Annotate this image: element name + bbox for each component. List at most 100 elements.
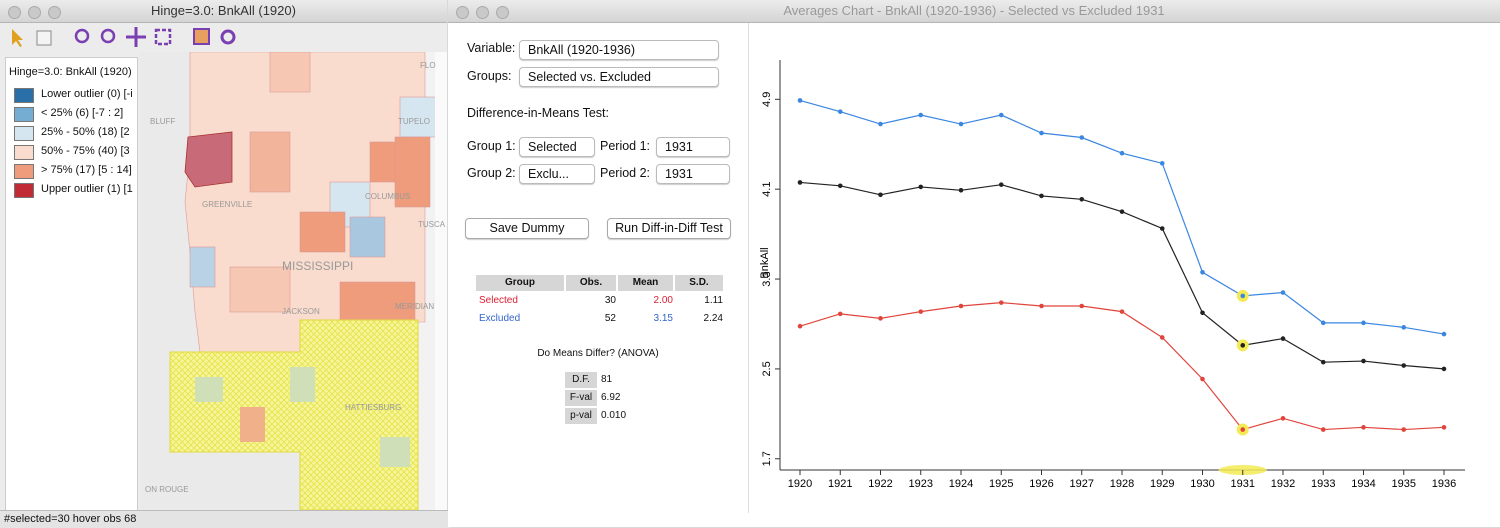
status-bar: #selected=30 hover obs 68 — [0, 510, 451, 528]
table-header: Group — [476, 275, 564, 291]
x-tick-label: 1926 — [1029, 478, 1053, 490]
point — [1159, 161, 1165, 166]
anova-value: 81 — [601, 374, 613, 385]
point — [958, 303, 964, 309]
x-tick-label: 1932 — [1271, 478, 1295, 490]
anova-title: Do Means Differ? (ANOVA) — [537, 348, 659, 359]
refresh-tool[interactable] — [220, 29, 236, 45]
label: Groups: — [467, 69, 512, 83]
minimize-button[interactable] — [476, 6, 489, 19]
point — [1441, 331, 1447, 337]
point — [1119, 309, 1125, 314]
table-cell: Selected — [479, 295, 518, 306]
y-tick-label: 2.5 — [761, 361, 773, 376]
point — [878, 192, 883, 198]
chart: 1.7 2.5 3.3 4.1 4.9 1920 1921 1922 1923 1924 1925 1… — [759, 60, 1465, 490]
close-button[interactable] — [8, 6, 21, 19]
run-button[interactable]: Run Diff-in-Diff Test — [607, 218, 731, 239]
y-tick-label: 4.9 — [761, 92, 773, 107]
point — [1039, 303, 1044, 309]
point — [1361, 425, 1366, 430]
minimize-button[interactable] — [28, 6, 41, 19]
period1-dropdown[interactable]: 1931 — [656, 137, 730, 157]
point — [1320, 427, 1326, 432]
point — [1361, 320, 1366, 326]
legend-title: Hinge=3.0: BnkAll (1920) — [9, 66, 132, 78]
point — [1200, 310, 1205, 316]
point — [1159, 226, 1165, 231]
anova-label: D.F. — [565, 372, 597, 388]
map-label: GREENVILLE — [202, 200, 252, 209]
point — [958, 121, 964, 127]
label: Period 2: — [600, 166, 651, 180]
point — [1361, 358, 1366, 364]
groups-dropdown[interactable]: Selected vs. Excluded — [519, 67, 719, 87]
legend-label: 50% - 75% (40) [3 — [41, 145, 130, 157]
label: Group 1: — [467, 139, 516, 153]
point — [1119, 209, 1125, 214]
select-rect-tool[interactable] — [36, 30, 52, 46]
legend-label: 25% - 50% (18) [2 — [41, 126, 130, 138]
select-tool[interactable] — [12, 29, 23, 47]
point — [1240, 427, 1246, 432]
point — [878, 121, 883, 127]
map-window: Hinge=3.0: BnkAll (1920) Hinge=3.0: BnkA… — [0, 0, 451, 528]
zoom-out-tool[interactable] — [100, 28, 116, 44]
averages-window: Averages Chart - BnkAll (1920-1936) - Se… — [448, 0, 1500, 527]
y-tick-label: 4.1 — [761, 182, 773, 197]
zoom-in-tool[interactable] — [74, 28, 90, 44]
anova-value: 6.92 — [601, 392, 621, 403]
point — [1240, 293, 1246, 299]
point — [1320, 320, 1326, 326]
point — [1320, 359, 1326, 365]
point — [1401, 427, 1407, 432]
save-dummy-button[interactable]: Save Dummy — [465, 218, 589, 239]
x-tick-label: 1930 — [1190, 478, 1214, 490]
window-title: Averages Chart - BnkAll (1920-1936) - Se… — [783, 3, 1165, 18]
point — [878, 316, 883, 321]
point — [918, 112, 924, 118]
y-tick-label: 1.7 — [761, 451, 773, 466]
legend-swatch — [14, 145, 34, 160]
series-line — [799, 99, 1445, 335]
map-label: JACKSON — [282, 307, 320, 316]
variable-dropdown[interactable]: BnkAll (1920-1936) — [519, 40, 719, 60]
point — [1119, 150, 1125, 156]
anova-label: F-val — [565, 390, 597, 406]
map-labels: BLUFF GREENVILLE MISSISSIPPI JACKSON TUPELO C… — [145, 61, 446, 494]
point — [1079, 303, 1085, 309]
point — [797, 98, 803, 103]
zoom-button[interactable] — [48, 6, 61, 19]
point — [918, 184, 924, 190]
group2-dropdown[interactable]: Exclu... — [519, 164, 595, 184]
anova-value: 0.010 — [601, 410, 627, 421]
label: Group 2: — [467, 166, 516, 180]
point — [1401, 325, 1407, 330]
map-tool[interactable] — [193, 28, 210, 45]
x-tick-label: 1928 — [1110, 478, 1134, 490]
group1-dropdown[interactable]: Selected — [519, 137, 595, 157]
fit-tool[interactable] — [154, 28, 172, 46]
legend-swatch — [14, 107, 34, 122]
x-tick-label: 1923 — [909, 478, 933, 490]
table-header: Obs. — [566, 275, 616, 291]
table-cell: 2.00 — [653, 295, 673, 306]
point — [1159, 335, 1165, 340]
point — [797, 180, 803, 185]
point — [1200, 376, 1205, 382]
point — [1079, 135, 1085, 140]
legend-label: < 25% (6) [-7 : 2] — [41, 107, 124, 119]
pan-tool[interactable] — [126, 27, 146, 47]
table-cell: 2.24 — [703, 313, 723, 324]
close-button[interactable] — [456, 6, 469, 19]
point — [998, 300, 1004, 305]
y-tick-label: 3.3 — [761, 271, 773, 286]
zoom-button[interactable] — [496, 6, 509, 19]
series-line — [799, 302, 1445, 431]
period2-dropdown[interactable]: 1931 — [656, 164, 730, 184]
point — [1280, 416, 1286, 421]
control-panel: Variable: BnkAll (1920-1936) Groups: Sel… — [448, 23, 749, 513]
point — [1240, 343, 1246, 348]
point — [1401, 363, 1407, 368]
